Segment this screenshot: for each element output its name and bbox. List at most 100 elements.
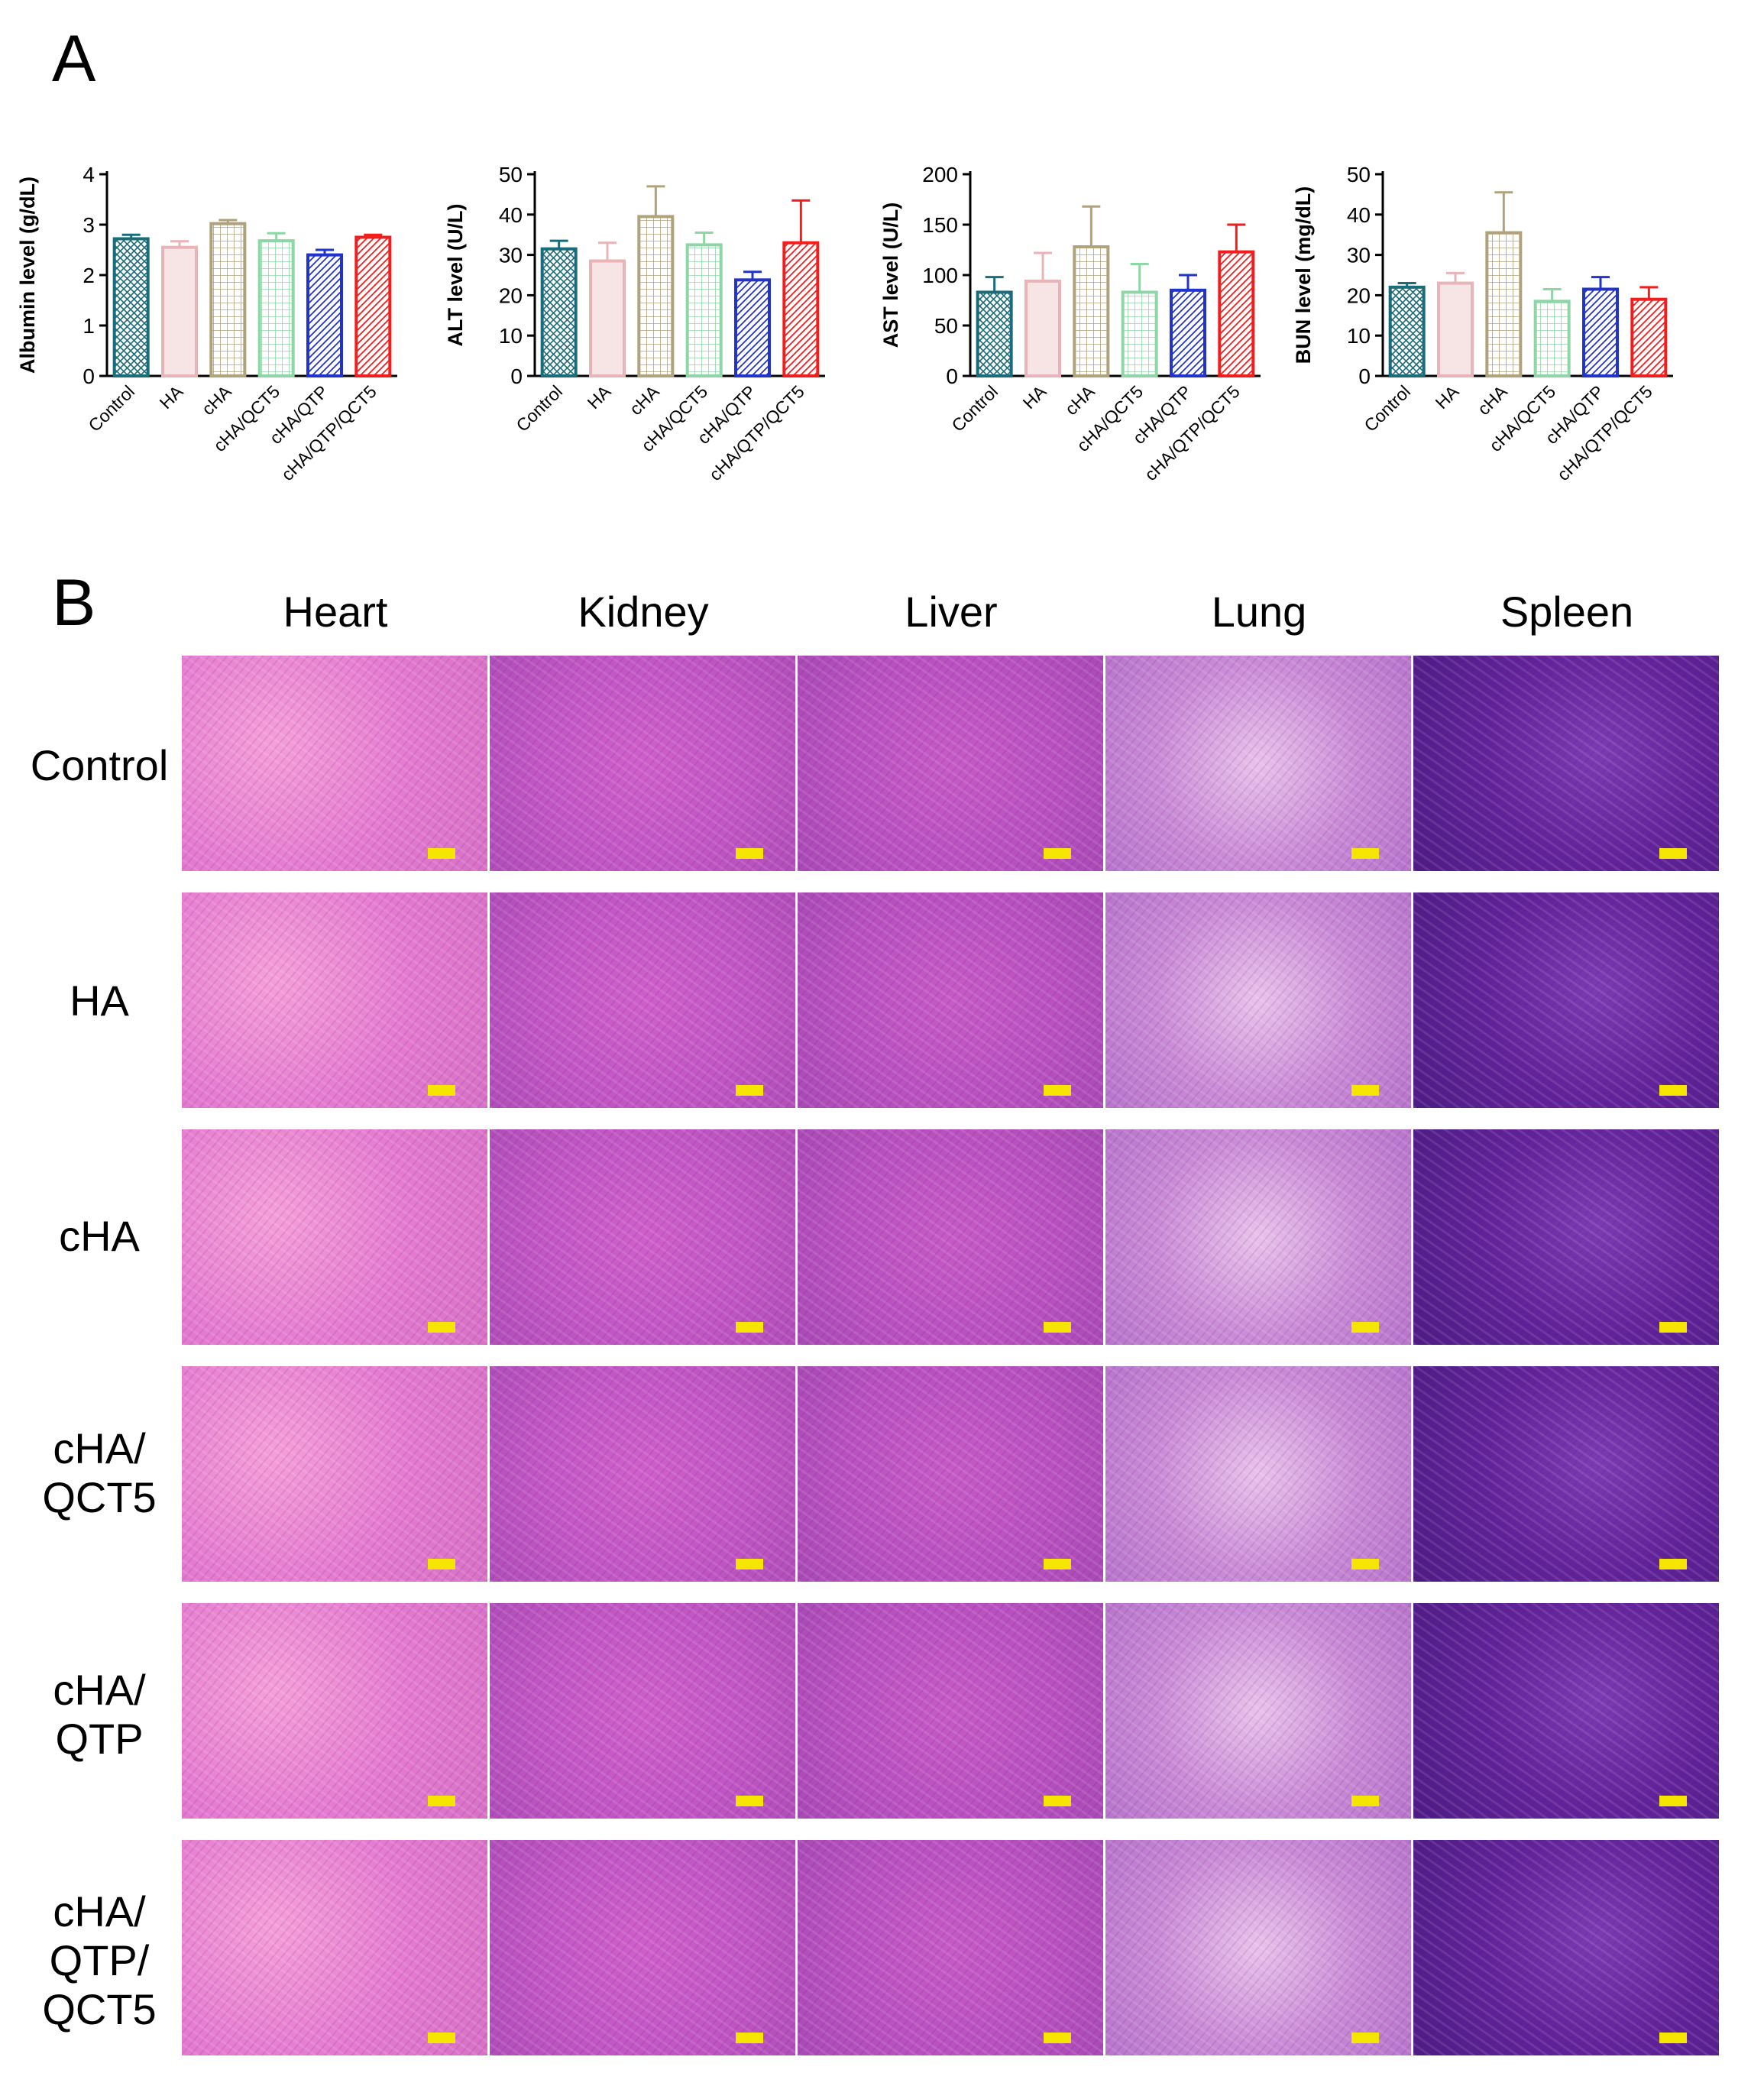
- row-label: Control: [30, 741, 169, 789]
- histology-image-lung: [1105, 892, 1411, 1108]
- x-tick-label: HA: [1019, 381, 1050, 413]
- x-tick-label: cHA: [1061, 381, 1099, 419]
- row-label: cHA/ QTP: [53, 1666, 146, 1763]
- bar-cha: [637, 215, 675, 377]
- y-tick-label: 0: [83, 364, 95, 388]
- scale-bar: [1351, 2033, 1379, 2043]
- histology-image-heart: [182, 892, 487, 1108]
- histology-image-liver: [798, 1366, 1103, 1582]
- bar-ha: [1024, 279, 1061, 378]
- histology-image-kidney: [490, 1366, 795, 1582]
- scale-bar: [428, 2033, 455, 2043]
- histology-image-spleen: [1413, 1840, 1719, 2055]
- y-tick-label: 40: [1347, 203, 1371, 227]
- scale-bar: [1659, 1322, 1687, 1333]
- y-tick-label: 20: [1347, 283, 1371, 307]
- scale-bar: [428, 848, 455, 859]
- bar-ha: [1437, 281, 1474, 377]
- histology-image-kidney: [490, 1129, 795, 1345]
- bar-control: [112, 237, 150, 378]
- histology-image-heart: [182, 1366, 487, 1582]
- histology-image-liver: [798, 1840, 1103, 2055]
- bar-cha-qtp: [1170, 288, 1206, 377]
- y-tick-label: 2: [83, 264, 95, 287]
- bar-cha: [1485, 231, 1523, 377]
- x-tick-label: Control: [512, 381, 566, 436]
- scale-bar: [736, 1559, 763, 1569]
- histology-image-lung: [1105, 1129, 1411, 1345]
- bar-cha-qtp: [306, 253, 343, 377]
- bar-control: [540, 247, 578, 377]
- y-axis-label: BUN level (mg/dL): [1292, 186, 1315, 364]
- scale-bar: [428, 1559, 455, 1569]
- bar-cha-qct5: [1533, 300, 1571, 378]
- histology-image-kidney: [490, 892, 795, 1108]
- bar-cha-qct5: [685, 243, 723, 377]
- y-tick-label: 100: [922, 264, 958, 287]
- scale-bar: [428, 1085, 455, 1096]
- x-tick-label: Control: [84, 381, 138, 436]
- scale-bar: [736, 848, 763, 859]
- x-tick-label: cHA: [1474, 381, 1512, 419]
- y-axis-label: ALT level (U/L): [444, 203, 467, 346]
- scale-bar: [428, 1322, 455, 1333]
- scale-bar: [1659, 1559, 1687, 1569]
- row-label: cHA: [59, 1212, 140, 1260]
- row-label: cHA/ QCT5: [42, 1424, 157, 1521]
- column-header-lung: Lung: [1211, 588, 1307, 636]
- x-tick-label: HA: [584, 381, 615, 413]
- y-tick-label: 3: [83, 213, 95, 237]
- y-tick-label: 150: [922, 213, 958, 237]
- scale-bar: [736, 2033, 763, 2043]
- panel-b-label: B: [52, 566, 96, 640]
- histology-image-liver: [798, 892, 1103, 1108]
- bar-cha-qtp-qct5: [354, 235, 392, 377]
- histology-image-heart: [182, 1603, 487, 1819]
- bar-cha-qtp-qct5: [1630, 297, 1668, 377]
- x-tick-label: cHA: [198, 381, 236, 419]
- scale-bar: [1351, 1322, 1379, 1333]
- histology-image-lung: [1105, 1603, 1411, 1819]
- histology-image-spleen: [1413, 1366, 1719, 1582]
- histology-image-kidney: [490, 656, 795, 871]
- y-tick-label: 40: [499, 203, 523, 227]
- panel-a-label: A: [52, 22, 96, 96]
- column-header-liver: Liver: [905, 588, 998, 636]
- chart-4: BUN level (mg/dL) 0 10 20 30 40 50 Control HA cHA…: [1292, 163, 1673, 484]
- column-header-spleen: Spleen: [1500, 588, 1634, 636]
- x-tick-label: Control: [1360, 381, 1414, 436]
- bar-cha-qct5: [257, 239, 295, 377]
- histology-image-spleen: [1413, 1603, 1719, 1819]
- scale-bar: [736, 1796, 763, 1806]
- row-label: HA: [70, 977, 129, 1025]
- histology-image-spleen: [1413, 892, 1719, 1108]
- bar-cha-qct5: [1121, 290, 1158, 377]
- bar-cha-qtp: [734, 278, 771, 377]
- histology-image-lung: [1105, 1840, 1411, 2055]
- bar-charts: Albumin level (g/dL) 0 1 2 3 4 Control HA cHA cHA…: [16, 163, 1673, 484]
- scale-bar: [1659, 848, 1687, 859]
- row-label: cHA/ QTP/ QCT5: [42, 1887, 157, 2033]
- y-tick-label: 50: [499, 163, 523, 186]
- y-tick-label: 10: [499, 324, 523, 348]
- y-tick-label: 0: [1358, 364, 1371, 388]
- bar-control: [976, 290, 1013, 377]
- y-tick-label: 30: [499, 244, 523, 267]
- bar-cha: [1073, 245, 1110, 378]
- y-tick-label: 50: [1347, 163, 1371, 186]
- histology-image-kidney: [490, 1840, 795, 2055]
- y-tick-label: 4: [83, 163, 95, 186]
- bar-cha: [209, 222, 247, 377]
- scale-bar: [736, 1322, 763, 1333]
- histology-image-liver: [798, 1603, 1103, 1819]
- scale-bar: [1044, 2033, 1071, 2043]
- histology-image-liver: [798, 656, 1103, 871]
- x-tick-label: HA: [156, 381, 187, 413]
- y-tick-label: 0: [510, 364, 523, 388]
- y-tick-label: 0: [946, 364, 958, 388]
- bar-cha-qtp-qct5: [782, 241, 820, 378]
- bar-ha: [589, 259, 626, 377]
- y-tick-label: 10: [1347, 324, 1371, 348]
